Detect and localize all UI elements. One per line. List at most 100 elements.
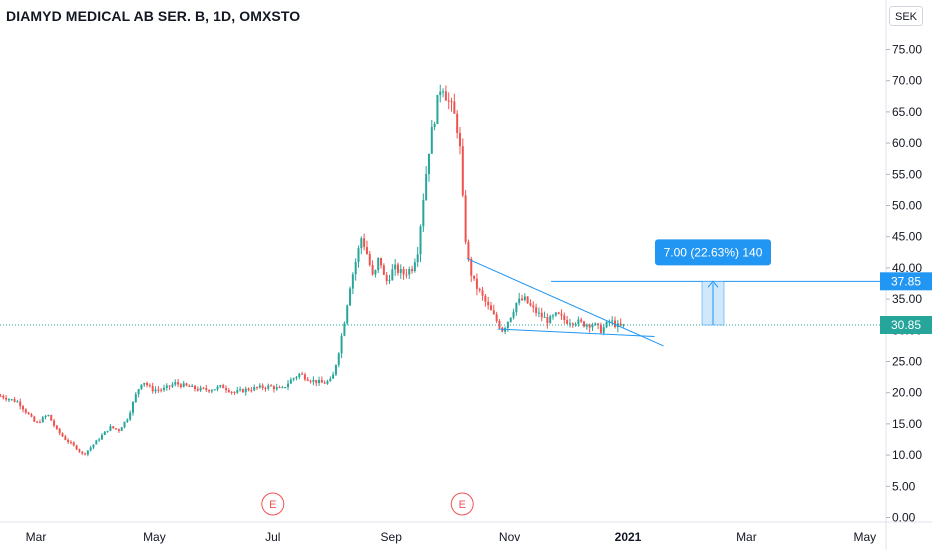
candle-body	[425, 174, 428, 200]
candle-body	[458, 132, 461, 147]
candle-body	[399, 269, 402, 273]
x-tick-label: Mar	[736, 530, 757, 544]
candle-body	[349, 288, 352, 306]
candle-body	[72, 442, 75, 446]
candle-body	[419, 226, 422, 255]
y-tick-label: 0.00	[892, 511, 916, 525]
candle-body	[247, 388, 250, 391]
candle-body	[377, 257, 380, 271]
candle-body	[439, 91, 442, 95]
y-tick-label: 60.00	[892, 136, 922, 150]
candle-body	[301, 373, 304, 375]
y-tick-label: 25.00	[892, 355, 922, 369]
x-tick-label: Sep	[381, 530, 403, 544]
candle-body	[535, 307, 538, 314]
candle-body	[351, 274, 354, 289]
candle-body	[270, 385, 273, 387]
y-tick-label: 15.00	[892, 417, 922, 431]
candle-body	[75, 445, 78, 450]
candle-body	[10, 399, 13, 401]
candle-body	[405, 274, 408, 276]
candle-body	[171, 384, 174, 387]
candle-body	[492, 310, 495, 315]
candle-body	[227, 390, 230, 392]
candle-body	[233, 391, 236, 393]
x-tick-label: May	[853, 530, 876, 544]
candle-body	[284, 387, 287, 389]
candle-body	[340, 335, 343, 354]
candle-body	[591, 325, 594, 328]
candle-body	[563, 315, 566, 321]
candle-body	[580, 319, 583, 322]
candle-body	[22, 406, 25, 410]
candle-body	[165, 385, 168, 388]
candle-body	[416, 254, 419, 263]
candle-body	[30, 414, 33, 417]
candle-body	[225, 388, 228, 391]
candle-body	[50, 414, 53, 421]
y-tick-label: 20.00	[892, 386, 922, 400]
earnings-marker[interactable]	[450, 492, 474, 516]
candle-body	[241, 389, 244, 393]
candle-body	[360, 238, 363, 249]
lower-trendline	[497, 328, 655, 338]
x-tick-label: Nov	[499, 530, 520, 544]
candle-body	[117, 429, 120, 431]
candle-body	[532, 305, 535, 308]
candle-body	[619, 323, 622, 326]
candle-body	[168, 385, 171, 387]
candle-body	[599, 324, 602, 333]
candle-body	[103, 431, 106, 436]
candle-body	[98, 439, 101, 441]
measure-label: 7.00 (22.63%) 140	[664, 245, 763, 259]
candle-body	[363, 238, 366, 248]
y-tick-label: 55.00	[892, 167, 922, 181]
candle-body	[295, 377, 298, 379]
candle-body	[566, 320, 569, 324]
target-price-label-box	[880, 272, 932, 291]
candle-body	[5, 397, 8, 400]
candle-body	[343, 323, 346, 336]
candle-body	[193, 385, 196, 390]
candle-body	[396, 264, 399, 273]
candle-body	[382, 265, 385, 275]
candle-body	[456, 113, 459, 133]
candle-body	[202, 387, 205, 389]
y-tick-label: 40.00	[892, 261, 922, 275]
candle-body	[487, 301, 490, 306]
candle-body	[213, 389, 216, 391]
candle-body	[199, 387, 202, 391]
currency-button[interactable]: SEK	[889, 6, 923, 26]
candle-body	[315, 379, 318, 384]
candle-body	[146, 382, 149, 386]
candle-body	[267, 385, 270, 389]
candle-body	[518, 298, 521, 303]
candle-body	[230, 391, 233, 393]
y-tick-label: 50.00	[892, 199, 922, 213]
candle-body	[588, 324, 591, 328]
candle-body	[568, 323, 571, 325]
candle-body	[162, 387, 165, 390]
candle-body	[529, 303, 532, 306]
candle-body	[306, 379, 309, 381]
earnings-marker[interactable]	[261, 492, 285, 516]
candle-body	[318, 379, 321, 384]
candle-body	[134, 394, 137, 403]
chart-title: DIAMYD MEDICAL AB SER. B, 1D, OMXSTO	[6, 8, 301, 24]
candle-body	[495, 314, 498, 322]
candle-body	[115, 428, 118, 430]
candle-body	[222, 385, 225, 389]
candle-body	[191, 385, 194, 387]
candle-body	[498, 321, 501, 328]
candle-body	[481, 290, 484, 296]
candle-body	[151, 386, 154, 392]
candle-body	[447, 100, 450, 102]
candle-body	[394, 264, 397, 270]
candle-body	[7, 399, 10, 401]
candle-body	[112, 426, 115, 429]
candle-body	[256, 386, 259, 388]
candle-body	[179, 384, 182, 387]
candle-body	[78, 449, 81, 452]
candle-body	[55, 425, 58, 429]
